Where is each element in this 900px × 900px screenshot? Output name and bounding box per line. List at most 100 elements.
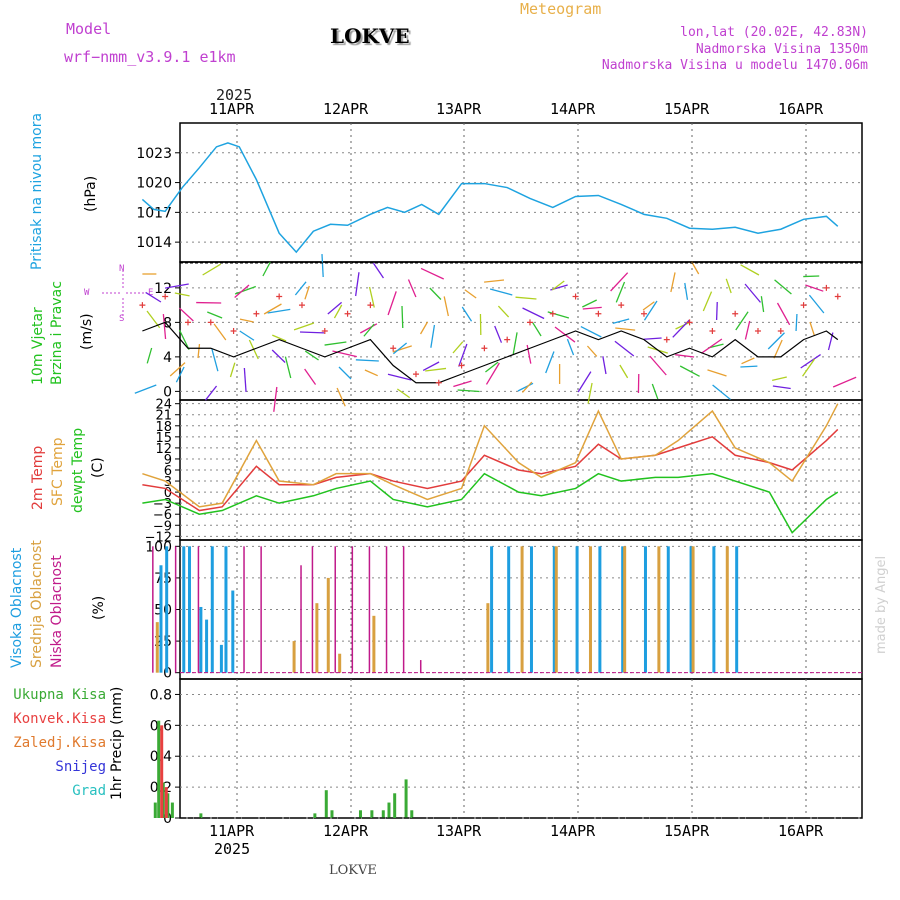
temp-2m-line: [142, 428, 839, 512]
wind-barb: [458, 343, 468, 367]
wind-barb: [702, 291, 713, 312]
cloud-high-bar: [231, 590, 235, 673]
wind-barb: [338, 366, 352, 380]
wind-barb: [602, 356, 607, 375]
compass-arrows: [102, 270, 144, 316]
wind-barb: [701, 338, 723, 354]
wind-gust-marker: [435, 379, 442, 386]
wind-barb: [809, 321, 815, 336]
pressure-ytick-label: 1023: [136, 146, 172, 162]
wind-barb: [774, 279, 792, 295]
temp-ytick-label: 21: [155, 409, 172, 424]
precip-total-bar: [393, 793, 397, 818]
wind-barb: [547, 311, 570, 319]
wind-barb: [615, 281, 626, 303]
pressure-panel-frame: [179, 122, 863, 263]
wind-barb: [526, 344, 532, 364]
cloud-low-bar: [152, 546, 154, 673]
precip-ytick-label: 0: [163, 811, 172, 827]
cloud-high-bar: [735, 546, 739, 673]
wind-barb: [321, 253, 324, 278]
wind-barb: [670, 272, 676, 293]
wind-barb: [333, 304, 343, 319]
cloud-high-bar: [666, 546, 670, 673]
wind-barb: [284, 356, 292, 379]
bottom-day-label: 15APR: [664, 822, 710, 840]
cloud-low-bar: [351, 546, 354, 673]
wind-barb: [207, 311, 223, 319]
cloud-high-bar: [507, 546, 511, 673]
wind-gust-marker: [709, 328, 716, 334]
wind-gust-marker: [184, 319, 191, 326]
wind-barb: [243, 367, 247, 392]
wind-barb: [643, 337, 662, 340]
wind-barb: [452, 341, 464, 354]
wind-gust-marker: [321, 328, 328, 334]
cloud-mid-bar: [155, 622, 159, 673]
cloud-high-bar: [159, 565, 163, 673]
cloud-mid-bar: [725, 546, 729, 673]
wind-gust-marker: [298, 302, 305, 309]
wind-barb: [234, 284, 250, 298]
model-label: Model: [66, 20, 112, 38]
wind-gust-marker: [823, 284, 830, 291]
precip-conv-bar: [160, 725, 164, 818]
precip-total-bar: [330, 810, 334, 818]
station-elevation: Nadmorska Visina 1350m: [695, 42, 868, 57]
wind-barb: [294, 281, 307, 296]
temp-ytick-label: 24: [155, 398, 172, 413]
precip-panel-frame: [179, 678, 863, 819]
wind-barb: [497, 305, 510, 318]
wind-barb: [805, 284, 824, 292]
wind-barb: [532, 322, 542, 337]
wind-barb: [461, 306, 473, 322]
wind-barb: [566, 338, 575, 356]
wind-barb: [740, 365, 758, 368]
wind-barb: [162, 314, 167, 340]
cloud-high-bar: [219, 644, 223, 673]
wind-barb: [485, 361, 499, 373]
cloud-low-bar: [243, 546, 245, 673]
cloud-mid-bar: [520, 546, 524, 673]
wind-barb: [464, 289, 477, 299]
temp-dew-line: [142, 472, 839, 534]
top-day-label: 14APR: [550, 100, 596, 118]
cloud-low-bar: [260, 546, 262, 673]
precip-total-bar: [387, 802, 391, 818]
wind-barb: [725, 278, 732, 294]
precip-total-bar: [161, 782, 165, 818]
wind-barb: [304, 368, 317, 385]
wind-barb: [229, 362, 236, 378]
wind-barb: [582, 299, 597, 308]
temp-ytick-label: 0: [164, 486, 172, 501]
bottom-day-label: 12APR: [323, 822, 369, 840]
cloud-ytick-label: 75: [154, 571, 172, 587]
wind-gust-marker: [162, 293, 169, 300]
wind-barb: [485, 362, 500, 385]
temp-ytick-label: −12: [145, 530, 172, 545]
precip-conv-bar: [164, 787, 168, 818]
precip-total-bar: [410, 810, 414, 818]
wind-barb: [178, 329, 190, 351]
wind-barb: [521, 381, 533, 393]
wind-barb: [401, 305, 404, 329]
wind-barb: [396, 388, 411, 399]
wind-gust-marker: [207, 319, 214, 326]
cloud-mid-bar: [372, 615, 376, 673]
wind-barb: [803, 275, 820, 278]
wind-barb: [457, 389, 480, 393]
cloud-ytick-label: 50: [154, 603, 172, 619]
wind-barb: [213, 323, 227, 341]
wind-barb: [580, 325, 602, 338]
cloud-mid-bar: [292, 641, 296, 673]
wind-barb: [372, 262, 384, 279]
precip-total-bar: [404, 779, 408, 818]
wind-barb: [715, 301, 718, 321]
top-year-label: 2025: [216, 86, 253, 104]
cloud-high-bar: [552, 546, 556, 673]
bottom-day-label: 11APR: [209, 822, 255, 840]
wind-barb: [517, 382, 534, 392]
wind-barb: [211, 348, 219, 372]
wind-barb: [419, 321, 429, 335]
wind-gust-marker: [834, 293, 841, 300]
